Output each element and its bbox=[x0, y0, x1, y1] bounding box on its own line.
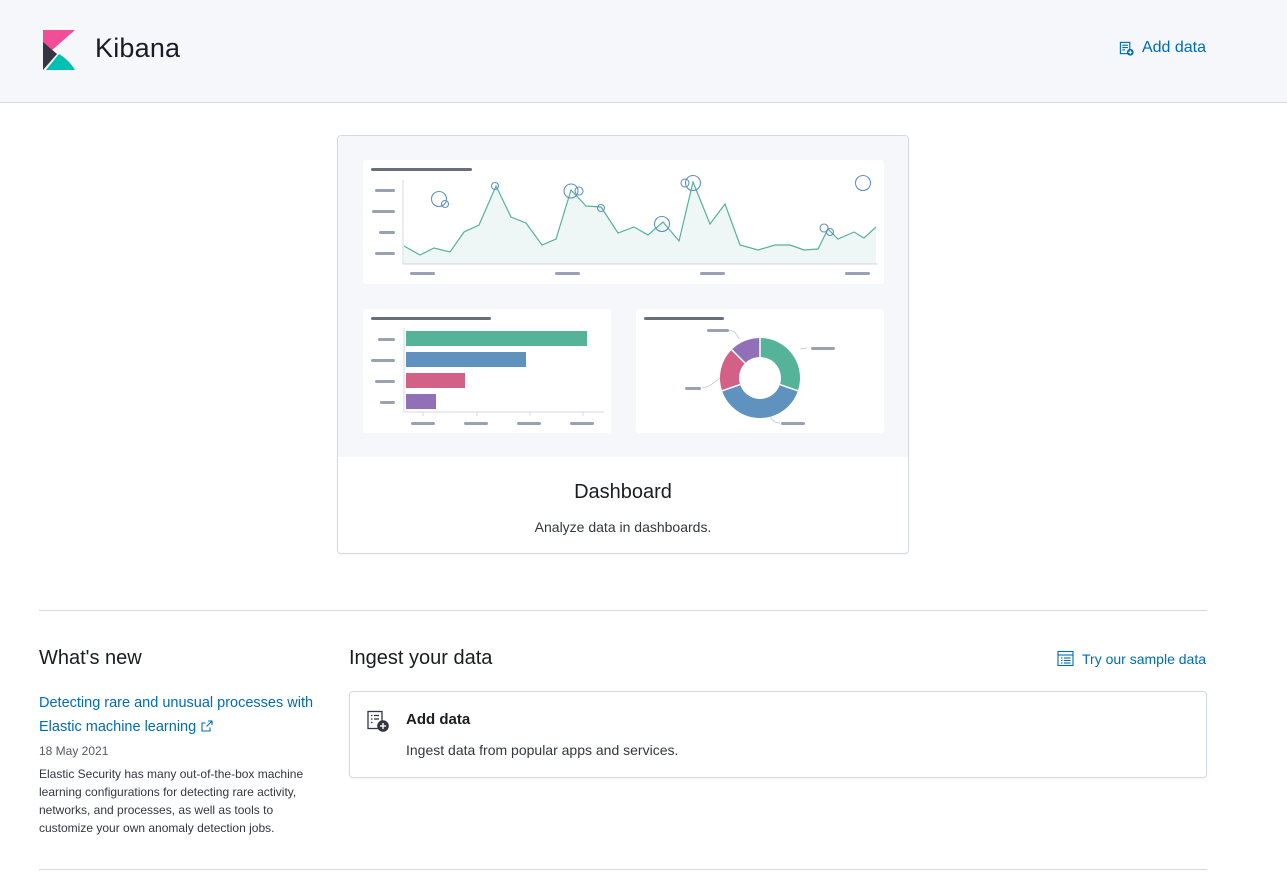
news-article-body: Elastic Security has many out-of-the-box… bbox=[39, 767, 304, 835]
try-sample-data-link[interactable]: Try our sample data bbox=[1057, 650, 1206, 667]
news-article-title: Detecting rare and unusual processes wit… bbox=[39, 695, 314, 735]
news-article-link[interactable]: Detecting rare and unusual processes wit… bbox=[39, 691, 329, 739]
bottom-divider bbox=[39, 869, 1207, 870]
add-data-icon bbox=[1119, 41, 1134, 56]
add-data-card-icon bbox=[367, 710, 389, 732]
dashboard-card-title: Dashboard bbox=[574, 481, 672, 503]
add-data-card[interactable]: Add data Ingest data from popular apps a… bbox=[349, 691, 1207, 778]
header-add-data-link[interactable]: Add data bbox=[1119, 39, 1206, 57]
sample-data-icon bbox=[1057, 650, 1074, 667]
try-sample-data-label: Try our sample data bbox=[1082, 650, 1206, 667]
section-divider bbox=[39, 610, 1207, 611]
ingest-title: Ingest your data bbox=[349, 647, 493, 669]
dashboard-card[interactable]: Dashboard Analyze data in dashboards. bbox=[337, 135, 909, 554]
external-link-icon bbox=[201, 720, 213, 732]
page-header: Kibana Add data bbox=[0, 0, 1287, 103]
add-data-card-title: Add data bbox=[406, 711, 471, 728]
dashboard-illustration bbox=[338, 136, 908, 457]
app-title: Kibana bbox=[95, 33, 181, 63]
whats-new-title: What's new bbox=[39, 647, 142, 669]
news-article-date: 18 May 2021 bbox=[39, 744, 109, 758]
dashboard-card-description: Analyze data in dashboards. bbox=[534, 519, 712, 535]
kibana-logo-icon[interactable] bbox=[43, 30, 75, 70]
add-data-card-description: Ingest data from popular apps and servic… bbox=[406, 742, 679, 758]
header-add-data-label: Add data bbox=[1141, 39, 1206, 56]
